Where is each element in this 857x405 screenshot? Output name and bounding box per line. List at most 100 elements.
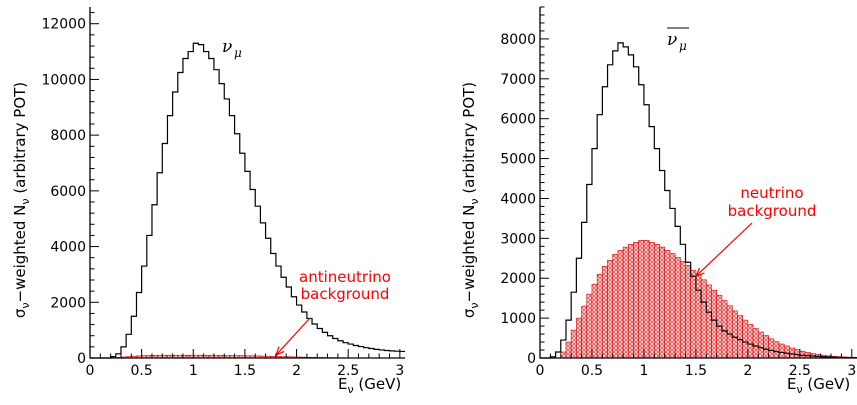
right-x-tick-label: 0 — [536, 363, 545, 379]
bar-right-background — [711, 290, 716, 358]
right-ylabel: σ — [460, 308, 478, 318]
left-xlabel: E — [338, 375, 347, 393]
bar-right-background — [654, 244, 659, 358]
bar-right-background — [795, 350, 800, 358]
bar-right-background — [639, 240, 644, 358]
right-title-symbol: ν — [667, 30, 677, 50]
bar-right-background — [566, 342, 571, 358]
right-title: ν μ — [667, 28, 689, 53]
left-y-axis-title: σν−weighted Nν (arbitrary POT) — [11, 82, 32, 318]
bar-right-background — [608, 260, 613, 358]
bar-right-background — [784, 346, 789, 358]
bar-right-background — [696, 275, 701, 358]
bar-right-background — [779, 344, 784, 358]
bar-right-background — [576, 318, 581, 358]
right-y-tick-label: 7000 — [500, 72, 536, 88]
bar-right-background — [701, 280, 706, 358]
left-annotation-arrow — [276, 318, 310, 355]
bar-right-background — [613, 254, 618, 358]
right-y-tick-label: 3000 — [500, 231, 536, 247]
right-y-tick-label: 4000 — [500, 191, 536, 207]
left-y-tick-label: 8000 — [50, 128, 86, 144]
bar-right-background — [758, 332, 763, 358]
bar-right-background — [649, 242, 654, 358]
left-x-tick-label: 1.5 — [234, 363, 256, 379]
bar-right-background — [732, 311, 737, 358]
right-y-tick-label: 1000 — [500, 311, 536, 327]
left-title-subscript: μ — [234, 46, 242, 60]
right-x-tick-label: 1.5 — [685, 363, 707, 379]
right-xlabel: E — [787, 375, 796, 393]
bar-right-background — [727, 306, 732, 358]
bar-right-background — [670, 253, 675, 358]
left-ylabel-mid: −weighted N — [11, 205, 29, 303]
bar-right-background — [680, 261, 685, 358]
bar-right-background — [587, 294, 592, 358]
bar-right-background — [623, 247, 628, 358]
right-x-tick-label: 2 — [743, 363, 752, 379]
left-y-tick-label: 2000 — [50, 295, 86, 311]
bar-right-background — [675, 257, 680, 358]
right-y-tick-label: 5000 — [500, 152, 536, 168]
bar-right-background — [592, 284, 597, 358]
left-annotation-line-2: background — [301, 285, 390, 303]
left-y-tick-label: 4000 — [50, 240, 86, 256]
bar-right-background — [582, 306, 587, 358]
right-y-tick-label: 8000 — [500, 32, 536, 48]
bar-right-background — [561, 352, 566, 358]
right-annotation-line-1: neutrino — [740, 184, 803, 202]
right-x-tick-label: 1 — [639, 363, 648, 379]
bar-right-background — [769, 339, 774, 358]
left-y-tick-label: 6000 — [50, 184, 86, 200]
right-hatched-series — [561, 240, 857, 358]
left-axis-lines — [90, 7, 405, 358]
right-ylabel-mid: −weighted N — [460, 205, 478, 303]
left-title-symbol: ν — [222, 37, 232, 57]
bar-right-background — [706, 285, 711, 358]
left-y-tick-label: 0 — [77, 351, 86, 367]
left-annotation-line-1: antineutrino — [299, 268, 391, 286]
bar-right-background — [602, 266, 607, 358]
left-x-tick-label: 0 — [86, 363, 95, 379]
right-y-axis-title: σν−weighted Nν (arbitrary POT) — [460, 82, 481, 318]
left-ylabel-end: (arbitrary POT) — [11, 82, 29, 199]
left-ylabel: σ — [11, 308, 29, 318]
right-x-tick-label: 0.5 — [581, 363, 603, 379]
left-x-tick-label: 0.5 — [131, 363, 153, 379]
right-y-tick-label: 2000 — [500, 271, 536, 287]
series-line-left-signal — [90, 43, 405, 358]
bar-right-background — [737, 316, 742, 358]
bar-right-background — [743, 320, 748, 358]
right-ylabel-end: (arbitrary POT) — [460, 82, 478, 199]
bar-right-background — [644, 240, 649, 358]
left-xlabel-unit: (GeV) — [354, 375, 402, 393]
svg-text:σν−weighted Nν (arbitrary POT): σν−weighted Nν (arbitrary POT) — [11, 82, 32, 318]
left-y-tick-label: 10000 — [41, 72, 86, 88]
bar-right-background — [660, 247, 665, 358]
bar-right-background — [753, 328, 758, 358]
right-y-tick-label: 0 — [527, 351, 536, 367]
right-annotation-arrow — [696, 223, 752, 276]
bar-right-background — [634, 242, 639, 358]
bar-right-background — [628, 244, 633, 358]
bar-right-background — [763, 336, 768, 358]
left-x-tick-label: 2 — [292, 363, 301, 379]
right-xlabel-unit: (GeV) — [803, 375, 851, 393]
bar-right-background — [789, 348, 794, 358]
bar-right-background — [748, 324, 753, 358]
left-title: ν μ — [222, 37, 242, 60]
bar-right-background — [686, 265, 691, 358]
bar-right-background — [571, 330, 576, 358]
bar-right-background — [618, 250, 623, 358]
left-outline-series — [90, 43, 405, 358]
right-title-subscript: μ — [679, 39, 687, 53]
svg-text:σν−weighted Nν (arbitrary POT): σν−weighted Nν (arbitrary POT) — [460, 82, 481, 318]
right-annotation: neutrino background — [696, 184, 816, 276]
left-x-tick-label: 1 — [189, 363, 198, 379]
bar-right-background — [774, 342, 779, 358]
right-y-tick-label: 6000 — [500, 112, 536, 128]
bar-right-background — [597, 274, 602, 358]
